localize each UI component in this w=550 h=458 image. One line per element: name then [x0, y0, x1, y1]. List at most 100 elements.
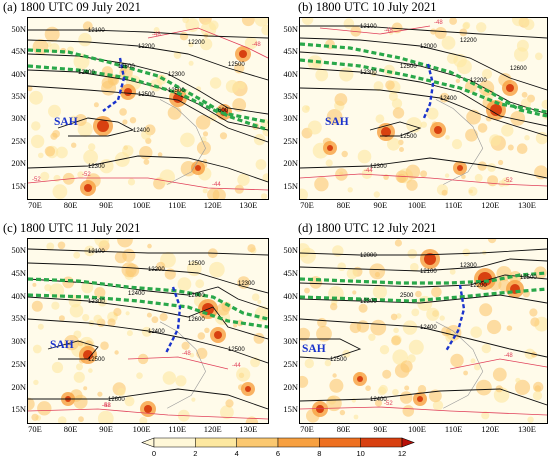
precip-shading	[371, 71, 377, 77]
precip-shading	[38, 152, 44, 159]
precip-shading	[388, 30, 394, 35]
precip-shading	[209, 77, 222, 89]
contour-label: 12100	[88, 28, 105, 34]
precip-shading	[326, 109, 343, 125]
precip-shading	[28, 397, 35, 411]
jet-vector	[28, 293, 268, 329]
precip-shading	[402, 320, 418, 335]
lat-tick-label: 30N	[283, 336, 298, 347]
panel-title: (c) 1800 UTC 11 July 2021	[3, 221, 141, 235]
precip-shading	[117, 239, 133, 248]
height-contour	[28, 39, 268, 81]
lat-tick-label: 25N	[11, 135, 26, 146]
precip-shading	[470, 326, 482, 338]
precip-shading	[387, 137, 400, 151]
precip-shading	[474, 363, 481, 371]
isotherm-label: -48	[182, 351, 191, 357]
precip-shading	[200, 21, 217, 38]
contour-label: 12400	[78, 70, 95, 76]
lon-tick-label: 80E	[336, 424, 351, 434]
precip-shading	[57, 416, 67, 423]
precip-shading	[510, 111, 526, 126]
precip-shading	[381, 127, 391, 137]
precip-shading	[411, 308, 420, 317]
lon-tick-label: 100E	[408, 200, 426, 210]
precip-shading	[162, 371, 176, 385]
precip-shading	[532, 391, 543, 401]
precip-shading	[28, 85, 33, 92]
precip-shading	[373, 191, 380, 198]
isotherm-label: -52	[384, 401, 393, 407]
lat-tick-label: 40N	[11, 290, 26, 301]
precip-shading	[204, 327, 210, 333]
precip-shading	[474, 173, 483, 182]
precip-shading	[31, 413, 39, 421]
isotherm-line	[127, 356, 229, 370]
height-contour	[28, 388, 268, 410]
precip-shading	[157, 152, 163, 157]
contour-label: 12100	[360, 24, 377, 30]
precip-shading	[119, 108, 127, 116]
precip-shading	[481, 411, 490, 420]
precip-shading	[191, 397, 196, 402]
lat-tick-label: 50N	[283, 24, 298, 34]
sah-label: SAH	[54, 116, 78, 128]
height-contour	[28, 262, 268, 294]
precip-shading	[200, 136, 207, 143]
isotherm-line	[300, 406, 547, 416]
trough-line	[422, 63, 435, 119]
isotherm-label: -52	[82, 172, 91, 178]
precip-shading	[324, 359, 332, 367]
contour-label: 12500	[400, 64, 417, 70]
precip-shading	[82, 21, 93, 32]
lon-tick-label: 80E	[336, 200, 351, 210]
precip-shading	[346, 268, 358, 280]
precip-shading	[327, 145, 333, 151]
precip-shading	[506, 325, 513, 331]
precip-shading	[37, 401, 52, 416]
contour-label: 12600	[188, 317, 205, 323]
precip-shading	[301, 105, 310, 113]
lon-tick-label: 130E	[239, 200, 258, 210]
map-area: 12100 12200 12300 12400 12500 12400 12300 12200…	[27, 17, 269, 200]
precip-shading	[146, 312, 152, 318]
contour-label: 2500	[400, 293, 414, 299]
precip-shading	[466, 109, 481, 125]
precip-shading	[477, 123, 488, 133]
precip-shading	[261, 24, 268, 36]
precip-shading	[441, 189, 448, 196]
jet-vector	[300, 271, 547, 285]
contour-label: 12500	[330, 357, 347, 363]
precip-shading	[434, 126, 442, 134]
precip-shading	[392, 388, 399, 396]
precip-shading	[353, 414, 359, 420]
precip-shading	[535, 52, 543, 61]
precip-shading	[337, 262, 346, 271]
height-contour	[300, 318, 547, 358]
precip-shading	[468, 186, 478, 196]
precip-shading	[136, 372, 143, 379]
precip-shading	[31, 300, 43, 312]
height-contour	[28, 155, 268, 183]
map-canvas: 12100 12200 12300 12400 12500 12400 12300 12200…	[28, 18, 268, 199]
precip-shading	[478, 80, 495, 96]
height-contour	[300, 51, 547, 115]
precip-shading	[529, 308, 538, 317]
jet-vector	[28, 64, 268, 124]
precip-shading	[219, 132, 228, 140]
precip-shading	[400, 360, 413, 373]
precip-shading	[459, 28, 468, 37]
lon-tick-label: 90E	[373, 424, 388, 434]
lon-tick-label: 130E	[518, 424, 536, 434]
lon-tick-label: 130E	[239, 424, 258, 434]
precip-shading	[260, 193, 268, 199]
precip-shading	[122, 119, 128, 125]
isotherm-label: -48	[252, 42, 261, 48]
lat-tick-label: 20N	[283, 158, 298, 169]
jet-vector	[300, 58, 547, 114]
precip-shading	[332, 373, 337, 378]
lon-tick-label: 100E	[132, 200, 151, 210]
precip-shading	[373, 81, 384, 92]
contour-label: 12000	[420, 44, 437, 50]
precip-shading	[97, 410, 114, 423]
